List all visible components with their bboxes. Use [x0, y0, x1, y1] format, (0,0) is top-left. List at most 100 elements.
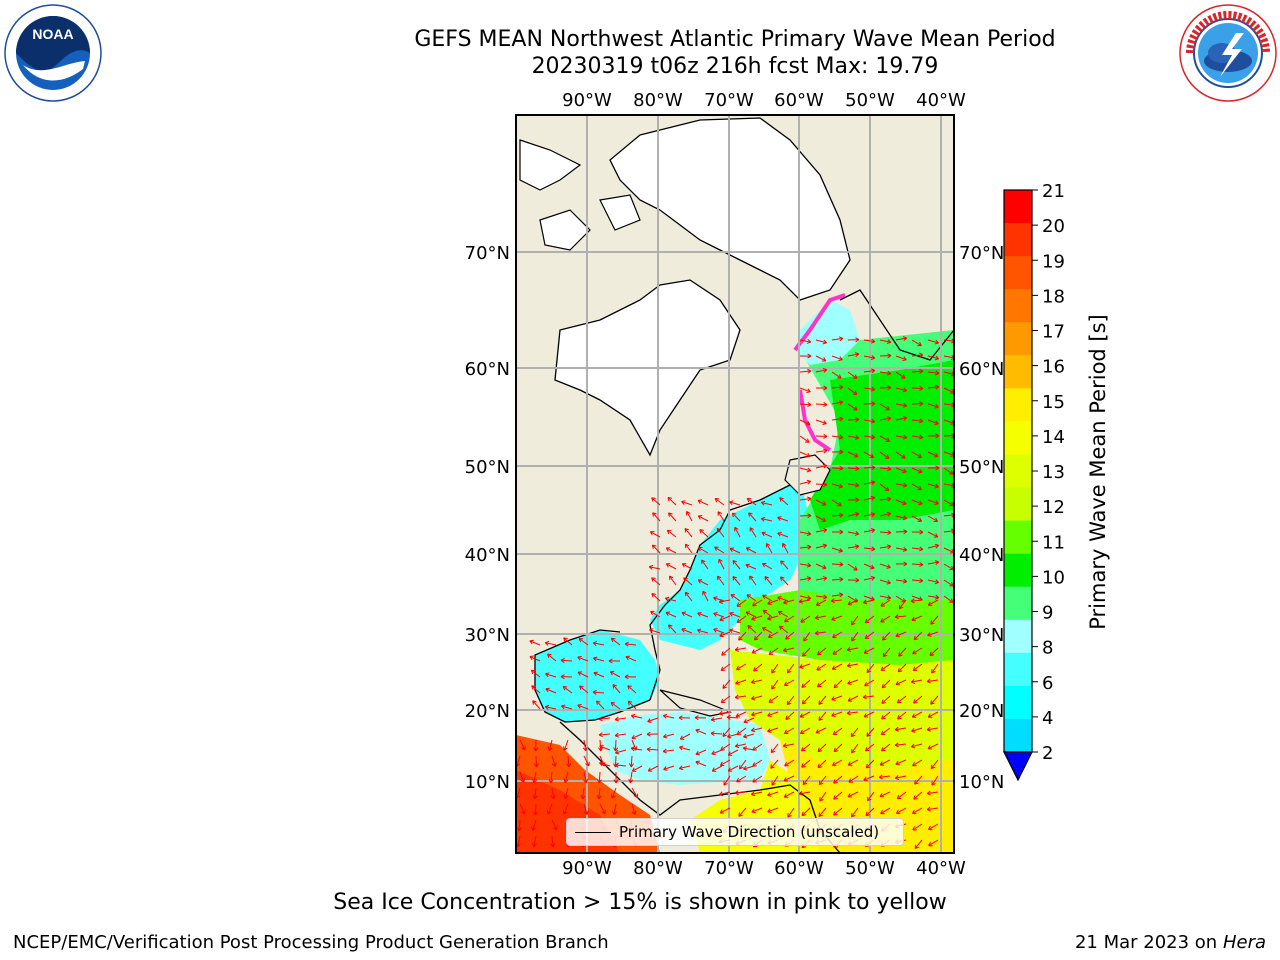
wave-arrow [799, 403, 812, 406]
wave-arrow [767, 727, 779, 732]
wave-arrow-head [854, 482, 860, 488]
central-america-outline [559, 721, 841, 853]
wave-arrow-head [865, 763, 871, 769]
wave-arrow [895, 579, 907, 583]
wave-arrow [799, 370, 811, 373]
wave-arrow [833, 679, 843, 689]
wave-arrow-head [550, 794, 556, 800]
wave-arrow [879, 512, 891, 517]
wave-arrow [881, 679, 891, 689]
wave-arrow [727, 733, 739, 738]
wave-arrow-head [529, 655, 534, 661]
wave-arrow [683, 577, 693, 586]
wave-arrow [665, 611, 677, 618]
wave-arrow-head [839, 592, 844, 598]
colorbar-segment [1004, 256, 1032, 290]
wave-arrow-head [628, 763, 634, 768]
wave-arrow [818, 807, 827, 817]
wave-arrow [799, 451, 811, 457]
wave-arrow-head [839, 416, 844, 422]
wave-arrow-head [752, 778, 757, 783]
wave-arrow [697, 499, 709, 506]
wave-arrow-head [919, 418, 924, 424]
wave-arrow-head [927, 601, 933, 606]
wave-arrow [847, 418, 860, 421]
lon-tick-top: 80°W [633, 90, 683, 111]
wave-arrow-head [802, 780, 808, 786]
wave-arrow [863, 577, 875, 581]
wave-arrow [751, 679, 763, 683]
wave-arrow [735, 791, 747, 794]
wave-arrow-head [948, 598, 954, 603]
wave-arrow [880, 615, 891, 623]
wave-arrow [720, 743, 731, 751]
wave-arrow [649, 629, 661, 634]
wave-arrow-head [734, 743, 740, 749]
wave-arrow [710, 732, 723, 735]
wave-arrow [831, 386, 843, 389]
wave-arrow [749, 575, 757, 586]
wave-arrow-head [894, 775, 900, 781]
wave-arrow-head [901, 454, 906, 459]
wave-arrow [761, 501, 773, 506]
wave-arrow-head [881, 715, 886, 720]
wave-arrow [831, 711, 843, 717]
wave-arrow [780, 560, 789, 570]
wave-arrow [582, 787, 585, 799]
wave-arrow-head [667, 496, 673, 502]
wave-arrow [911, 339, 922, 347]
wave-arrow-head [784, 762, 789, 767]
wave-arrow [898, 599, 907, 610]
wave-arrow-head [730, 594, 736, 599]
wave-arrow [563, 803, 569, 815]
wave-arrow-head [933, 533, 939, 538]
wave-arrow-head [716, 527, 722, 533]
wave-arrow-head [847, 600, 852, 606]
wave-arrow-head [911, 809, 917, 815]
wave-arrow-head [823, 385, 828, 391]
wave-arrow [912, 663, 923, 671]
wave-arrow-head [750, 679, 756, 685]
wave-arrow [729, 547, 741, 554]
wave-arrow-head [614, 732, 620, 738]
wave-arrow [579, 685, 589, 694]
wave-arrow-head [846, 710, 851, 716]
colorbar-tick-label: 19 [1042, 251, 1065, 272]
wave-arrow-head [627, 685, 632, 690]
wave-arrow-head [562, 685, 568, 691]
colorbar-tick-label: 11 [1042, 532, 1065, 553]
wave-arrow-head [822, 576, 828, 581]
lat-tick-left: 40°N [465, 545, 510, 566]
wave-arrow-head [767, 712, 772, 718]
wave-arrow-head [821, 357, 827, 362]
wave-arrow-head [717, 511, 722, 516]
wave-arrow-head [593, 656, 598, 662]
wave-arrow-head [934, 500, 939, 505]
wave-arrow [815, 403, 828, 406]
wave-arrow [863, 775, 875, 781]
wave-arrow [927, 339, 939, 344]
wave-arrow [815, 499, 827, 506]
wave-arrow [816, 663, 827, 671]
wave-arrow-head [750, 727, 756, 733]
east-coast-outline [649, 479, 801, 701]
wave-arrow [545, 706, 557, 710]
wave-arrow [650, 610, 661, 618]
wave-arrow-head [782, 542, 787, 548]
colorbar-segment [1004, 487, 1032, 522]
wave-arrow [911, 579, 924, 582]
wave-arrow [943, 563, 954, 571]
wave-arrow [647, 717, 659, 723]
wave-arrow [697, 579, 709, 586]
legend: Primary Wave Direction (unscaled) [566, 818, 904, 846]
wave-arrow [927, 371, 939, 374]
wave-arrow [927, 515, 938, 522]
wave-arrow-head [816, 666, 821, 671]
wave-arrow-head [934, 355, 940, 361]
wave-arrow-head [935, 384, 940, 390]
wave-arrow [848, 775, 859, 783]
wave-arrow-head [928, 825, 933, 831]
wave-arrow [799, 595, 811, 599]
wave-arrow-head [854, 511, 860, 517]
wave-arrow [880, 807, 891, 815]
